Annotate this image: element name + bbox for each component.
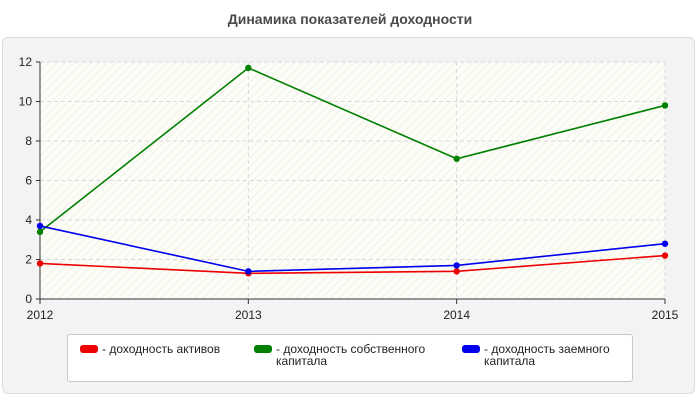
x-tick-label: 2014 [443, 308, 470, 322]
series-line-2 [39, 225, 666, 273]
legend-swatch-assets [80, 345, 98, 353]
x-tick-label: 2013 [235, 308, 262, 322]
x-tick-label: 2012 [27, 308, 54, 322]
legend-label-assets: - доходность активов [102, 342, 221, 356]
series-line-1 [39, 67, 666, 233]
legend-label-debt: - доходность заемного капитала [484, 342, 610, 368]
legend-swatch-debt [462, 345, 480, 353]
data-point-2-0 [36, 222, 44, 230]
y-tick-label: 4 [25, 213, 32, 227]
y-tick-label: 8 [25, 134, 32, 148]
data-point-2-1 [245, 268, 252, 275]
data-point-0-2 [453, 268, 460, 275]
y-tick-label: 10 [19, 95, 33, 109]
y-tick-label: 0 [25, 292, 32, 306]
legend: - доходность активов - доходность собств… [67, 334, 633, 382]
data-point-1-3 [661, 102, 669, 109]
legend-label-equity: - доходность собственного капитала [276, 342, 426, 368]
data-point-2-3 [661, 240, 669, 247]
series-line-0 [39, 254, 666, 275]
data-point-1-1 [245, 64, 252, 72]
data-point-0-3 [661, 252, 669, 259]
data-point-1-0 [36, 228, 44, 236]
data-point-1-2 [453, 155, 460, 162]
y-tick-label: 6 [25, 174, 32, 188]
data-point-0-0 [36, 260, 44, 267]
y-tick-label: 12 [19, 55, 33, 69]
x-tick-label: 2015 [652, 308, 679, 322]
data-point-2-2 [453, 262, 460, 269]
chart-title: Динамика показателей доходности [227, 11, 473, 27]
legend-swatch-equity [254, 345, 272, 353]
y-tick-label: 2 [25, 253, 32, 267]
